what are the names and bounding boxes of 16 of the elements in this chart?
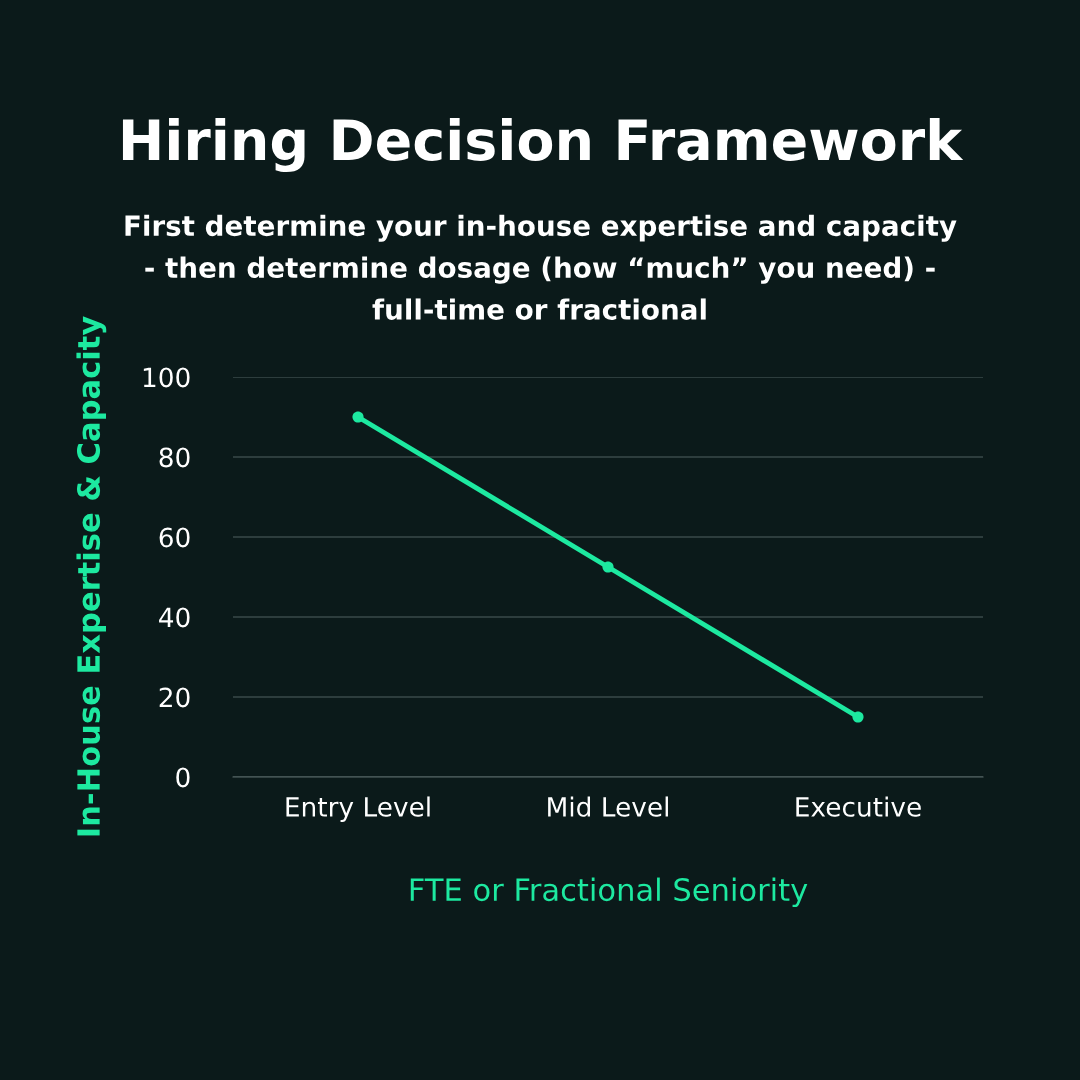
y-axis-title: In-House Expertise & Capacity bbox=[76, 316, 107, 836]
y-tick-label: 100 bbox=[143, 367, 190, 388]
y-tick-label: 40 bbox=[159, 607, 190, 628]
y-tick-label: 20 bbox=[159, 687, 190, 708]
x-tick-label: Entry Level bbox=[286, 796, 430, 822]
point bbox=[852, 711, 864, 723]
chart-title: Hiring Decision Framework bbox=[122, 117, 964, 173]
y-tick-label: 60 bbox=[159, 527, 190, 548]
y-tick-label: 80 bbox=[159, 447, 190, 468]
x-tick-label: Mid Level bbox=[548, 796, 668, 817]
y-tick-label: 0 bbox=[176, 767, 190, 788]
x-axis-title: FTE or Fractional Seniority bbox=[410, 877, 808, 908]
chart-subtitle: First determine your in-house expertise and capacity - then determine dosage (how “much” you need) - full-time or fractional bbox=[125, 214, 957, 320]
point bbox=[602, 561, 614, 573]
point bbox=[352, 411, 364, 423]
x-tick-label: Executive bbox=[796, 796, 921, 817]
